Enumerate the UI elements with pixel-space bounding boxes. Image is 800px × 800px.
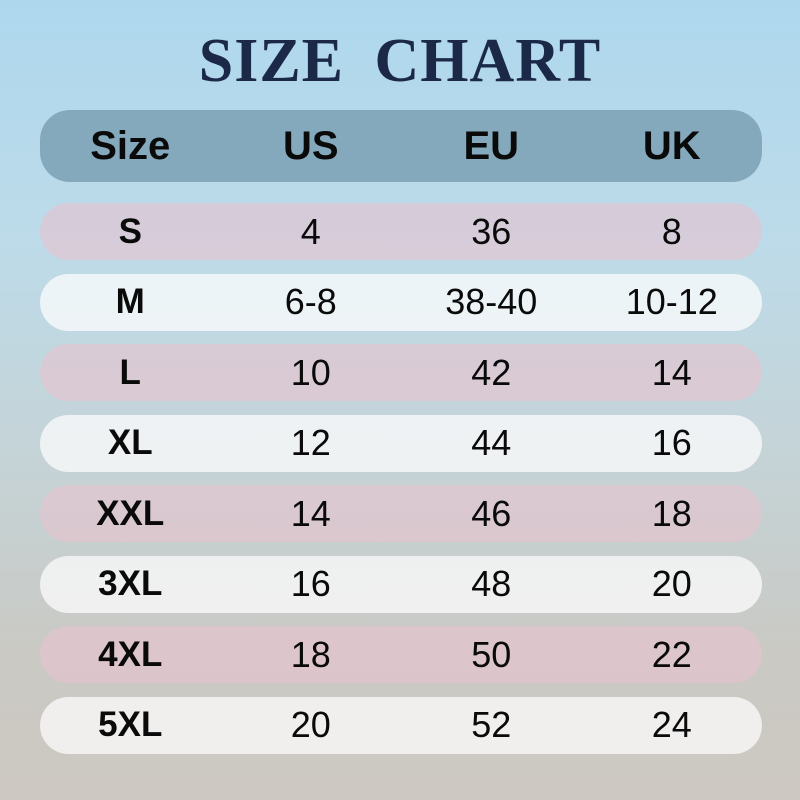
- uk-cell: 20: [651, 563, 692, 604]
- eu-cell: 44: [471, 422, 512, 463]
- size-cell: 3XL: [98, 564, 163, 603]
- us-cell: 20: [290, 704, 331, 745]
- eu-cell: 50: [471, 633, 512, 675]
- eu-cell: 38-40: [445, 281, 538, 322]
- size-cell: 5XL: [98, 705, 163, 744]
- us-cell: 6-8: [284, 281, 337, 322]
- table-row: S 4 36 8: [40, 203, 762, 260]
- size-table: Size US EU UK S 4 36 8 M 6-8 38-40 10-12…: [40, 110, 762, 754]
- column-header-uk: UK: [642, 123, 701, 168]
- table-row: XL 12 44 16: [40, 414, 762, 472]
- uk-cell: 22: [651, 633, 692, 675]
- column-header-eu: EU: [463, 123, 520, 168]
- table-row: 4XL 18 50 22: [40, 626, 762, 683]
- uk-cell: 16: [651, 422, 692, 463]
- size-cell: XL: [107, 423, 153, 462]
- size-cell: S: [118, 211, 142, 251]
- table-row: 3XL 16 48 20: [40, 555, 762, 613]
- table-row: XXL 14 46 18: [40, 485, 762, 542]
- eu-cell: 52: [471, 704, 512, 745]
- table-row: 5XL 20 52 24: [40, 696, 762, 754]
- uk-cell: 10-12: [625, 281, 718, 322]
- uk-cell: 18: [651, 492, 692, 534]
- table-rows: S 4 36 8 M 6-8 38-40 10-12 L 10 42 14 XL…: [40, 203, 762, 754]
- column-header-us: US: [282, 123, 339, 168]
- us-cell: 18: [290, 633, 331, 675]
- us-cell: 4: [300, 210, 321, 252]
- uk-cell: 8: [661, 210, 682, 252]
- us-cell: 12: [290, 422, 331, 463]
- size-cell: 4XL: [98, 634, 163, 674]
- page-title: SIZE CHART: [198, 27, 602, 95]
- uk-cell: 14: [651, 351, 692, 393]
- size-cell: XXL: [96, 493, 165, 533]
- eu-cell: 42: [471, 351, 512, 393]
- table-row: M 6-8 38-40 10-12: [40, 273, 762, 331]
- eu-cell: 36: [471, 210, 512, 252]
- us-cell: 16: [290, 563, 331, 604]
- size-cell: L: [119, 352, 141, 392]
- table-header-row: Size US EU UK: [40, 110, 762, 182]
- size-cell: M: [115, 282, 145, 321]
- eu-cell: 46: [471, 492, 512, 534]
- eu-cell: 48: [471, 563, 512, 604]
- column-header-size: Size: [90, 123, 171, 168]
- us-cell: 10: [290, 351, 331, 393]
- table-row: L 10 42 14: [40, 344, 762, 401]
- uk-cell: 24: [651, 704, 692, 745]
- us-cell: 14: [290, 492, 331, 534]
